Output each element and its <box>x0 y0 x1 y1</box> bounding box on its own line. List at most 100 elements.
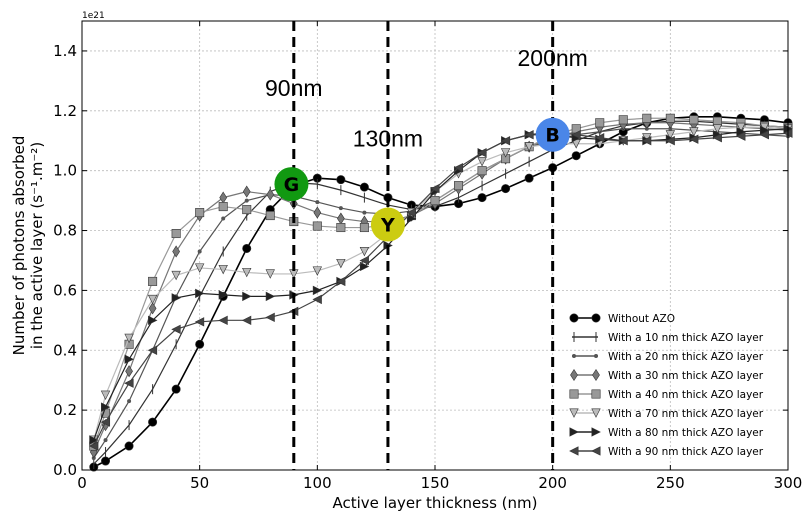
data-point <box>148 302 157 315</box>
data-point <box>594 133 605 143</box>
legend-marker <box>591 427 601 437</box>
data-point <box>712 116 722 126</box>
data-point <box>103 438 108 443</box>
data-point <box>338 206 343 211</box>
legend-marker <box>591 313 601 323</box>
data-point <box>242 243 252 253</box>
series-layer <box>88 112 793 472</box>
reference-line-label: 90nm <box>265 75 323 101</box>
data-point <box>524 130 534 140</box>
x-tick-label: 250 <box>656 474 685 492</box>
data-point <box>477 193 487 203</box>
data-point <box>359 182 369 192</box>
point-marker-circle <box>535 117 570 152</box>
data-point <box>453 162 464 173</box>
y-tick-label: 0.8 <box>53 222 77 240</box>
legend-entry-1: Without AZO <box>569 313 675 325</box>
data-point <box>101 402 111 412</box>
data-point <box>124 354 134 364</box>
x-tick-label: 50 <box>190 474 209 492</box>
data-point <box>571 151 581 161</box>
series-5 <box>89 113 793 451</box>
data-point <box>241 315 252 326</box>
data-point <box>218 264 228 275</box>
x-tick-label: 100 <box>303 474 332 492</box>
legend-label: With a 10 nm thick AZO layer <box>608 332 764 344</box>
y-tick-label: 1.4 <box>53 42 77 60</box>
data-point <box>571 130 581 140</box>
data-point <box>359 223 369 233</box>
data-point <box>221 216 226 221</box>
data-point <box>689 115 699 125</box>
data-point <box>127 399 132 404</box>
data-point <box>430 183 440 194</box>
data-point <box>195 208 205 218</box>
data-point <box>197 249 202 254</box>
data-point <box>242 185 251 198</box>
legend-marker <box>570 368 578 382</box>
data-point <box>194 317 205 327</box>
data-point <box>712 133 722 143</box>
data-point <box>124 441 134 451</box>
reference-line-label: 200nm <box>518 45 588 71</box>
data-point <box>665 113 675 123</box>
data-point <box>736 131 746 141</box>
x-tick-label: 300 <box>774 474 803 492</box>
legend-label: With a 70 nm thick AZO layer <box>608 408 764 420</box>
legend-marker <box>591 408 601 418</box>
y-axis-title-line-1: Number of photons absorbed <box>10 136 28 356</box>
y-tick-label: 0.4 <box>53 341 77 359</box>
series-line <box>93 122 789 453</box>
data-point <box>337 212 345 225</box>
y-tick-label: 1.0 <box>53 162 77 180</box>
data-point <box>147 294 158 305</box>
data-point <box>312 285 323 296</box>
y-axis-title-line-2: in the active layer (s⁻¹.m⁻²) <box>28 142 46 349</box>
data-point <box>171 270 181 281</box>
data-point <box>242 291 252 302</box>
data-point <box>477 166 487 176</box>
data-point <box>194 263 205 273</box>
data-point <box>641 136 652 146</box>
legend-entry-4: With a 30 nm thick AZO layer <box>570 368 764 382</box>
point-marker-letter: Y <box>380 215 395 237</box>
legend-marker <box>569 313 579 323</box>
grid <box>81 21 789 471</box>
data-point <box>265 269 275 279</box>
data-point <box>406 207 416 218</box>
legend-label: With a 90 nm thick AZO layer <box>608 446 764 458</box>
data-point <box>524 142 534 152</box>
data-point <box>171 229 181 239</box>
data-point <box>642 113 652 123</box>
data-point <box>430 196 440 206</box>
y-tick-label: 0.2 <box>53 401 77 419</box>
data-point <box>312 266 323 276</box>
data-point <box>477 148 487 158</box>
data-point <box>689 127 699 137</box>
legend-entry-2: With a 10 nm thick AZO layer <box>572 332 764 344</box>
data-point <box>171 384 181 394</box>
data-point <box>335 276 346 287</box>
data-point <box>359 246 370 257</box>
data-point <box>359 261 370 272</box>
reference-line-label: 130nm <box>353 126 423 152</box>
x-axis-title: Active layer thickness (nm) <box>332 494 537 512</box>
data-point <box>336 258 346 269</box>
data-point <box>147 345 158 355</box>
y-offset-text: 1e21 <box>82 11 105 21</box>
data-point <box>665 136 675 146</box>
data-point <box>218 202 228 212</box>
data-point <box>336 175 346 185</box>
legend-marker <box>591 446 601 456</box>
point-marker-g: G <box>274 167 309 202</box>
legend-marker <box>572 354 576 358</box>
data-point <box>218 315 228 326</box>
data-point <box>688 134 699 144</box>
point-marker-circle <box>274 167 309 202</box>
legend-entry-5: With a 40 nm thick AZO layer <box>569 389 764 401</box>
data-point <box>736 122 746 133</box>
data-point <box>454 181 464 191</box>
point-marker-letter: B <box>545 125 559 147</box>
series-8 <box>88 127 793 451</box>
data-point <box>524 173 534 183</box>
